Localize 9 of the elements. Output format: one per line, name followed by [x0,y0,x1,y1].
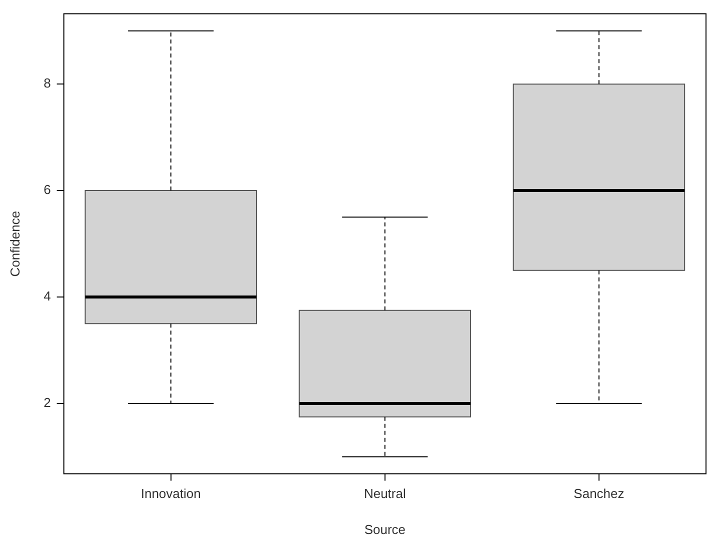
y-tick-label: 6 [44,182,51,198]
x-tick-label: Innovation [140,486,201,502]
y-axis-title: Confidence [7,210,22,277]
y-tick-label: 2 [44,395,51,410]
y-tick-label: 4 [44,288,51,304]
x-tick-label: Neutral [364,486,406,502]
x-axis-title: Source [364,522,406,537]
y-tick-label: 8 [44,76,51,91]
x-tick-label: Sanchez [574,486,624,502]
